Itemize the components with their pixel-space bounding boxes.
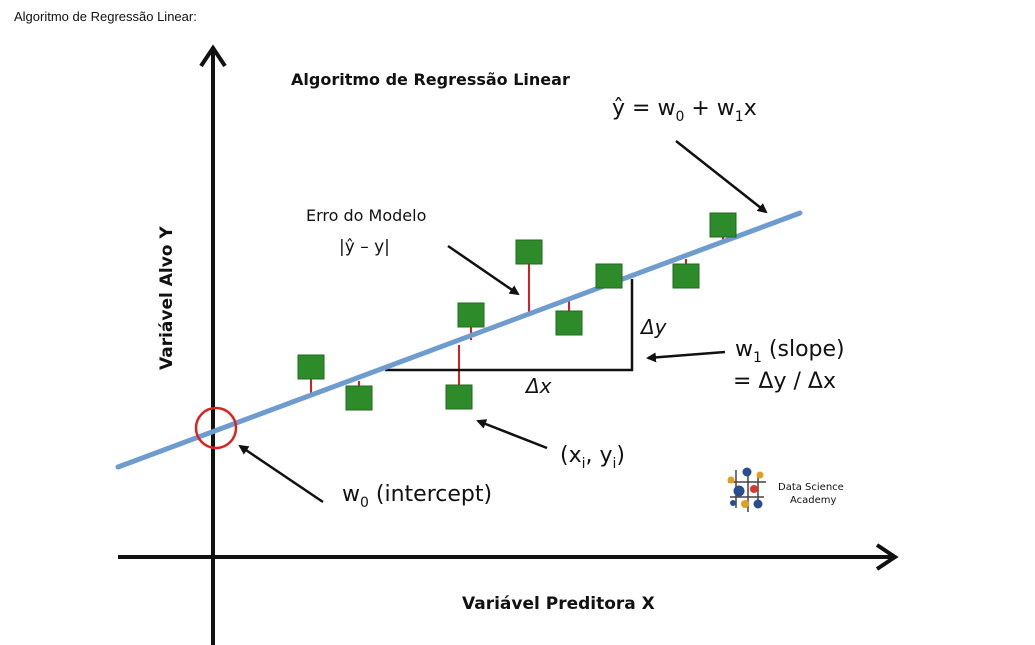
intercept-arrow [238, 444, 324, 504]
point-sub-y: i [613, 456, 617, 472]
point-mid: , y [586, 443, 613, 468]
annotation-arrows [238, 140, 768, 504]
regression-line [115, 210, 803, 470]
error-arrow [447, 244, 520, 296]
slope-arrow [646, 350, 726, 363]
delta-y-label: Δy [639, 315, 668, 339]
intercept-rest: (intercept) [369, 482, 492, 507]
data-point [445, 384, 473, 410]
intercept-circle [194, 406, 238, 450]
logo-text-line2: Academy [790, 495, 837, 506]
error-formula: |ŷ – y| [339, 237, 390, 257]
delta-x-label: Δx [524, 374, 552, 398]
slope-w: w [735, 337, 753, 362]
equation-sub1: 1 [735, 109, 744, 125]
data-point [457, 302, 485, 328]
data-point [595, 263, 623, 289]
slope-formula: = Δy / Δx [733, 369, 836, 394]
logo-icon [727, 467, 766, 512]
point-sub-x: i [582, 456, 586, 472]
data-point [555, 310, 583, 336]
page-caption: Algoritmo de Regressão Linear: [14, 9, 197, 24]
data-point [709, 212, 737, 238]
equation-plus: + w [684, 96, 734, 121]
point-open: (x [560, 443, 582, 468]
y-axis-label: Variável Alvo Y [157, 226, 177, 370]
data-point [345, 385, 373, 411]
slope-rest: (slope) [762, 337, 845, 362]
intercept-sub: 0 [360, 495, 369, 511]
point-close: ) [616, 443, 625, 468]
intercept-label: w0 (intercept) [342, 482, 492, 511]
equation-x: x [744, 96, 757, 121]
equation-yhat: ŷ [612, 96, 625, 121]
x-axis-label: Variável Preditora X [462, 594, 655, 614]
equation-sub0: 0 [675, 109, 684, 125]
y-axis-arrowhead [199, 44, 227, 68]
data-science-academy-logo: Data Science Academy [727, 467, 844, 512]
data-point [672, 263, 700, 289]
data-point [515, 239, 543, 265]
diagram-title: Algoritmo de Regressão Linear [291, 70, 570, 89]
slope-sub: 1 [753, 350, 762, 366]
regression-equation: ŷ = w0 + w1x [612, 96, 757, 125]
data-point [297, 354, 325, 380]
slope-triangle [385, 279, 634, 372]
equation-arrow [675, 140, 768, 214]
x-axis-arrowhead [875, 543, 899, 571]
intercept-w: w [342, 482, 360, 507]
point-arrow [476, 419, 548, 450]
slope-label: w1 (slope) [735, 337, 845, 366]
error-label: Erro do Modelo [306, 206, 426, 225]
equation-eq: = w [625, 96, 675, 121]
logo-text-line1: Data Science [778, 482, 844, 493]
point-label: (xi, yi) [560, 443, 625, 472]
data-points [297, 212, 737, 411]
